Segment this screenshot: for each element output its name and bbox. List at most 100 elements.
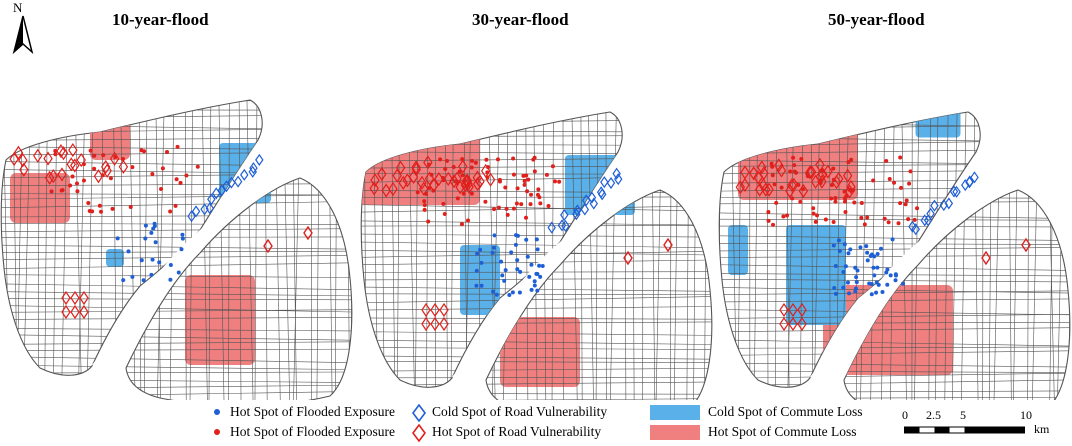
- blue-exposure-point: [180, 236, 185, 241]
- flood-maps: [0, 99, 1072, 400]
- red-road-diamond: [758, 178, 769, 193]
- red-road-diamond: [434, 172, 444, 187]
- red-exposure-point: [811, 211, 816, 216]
- red-exposure-point: [528, 202, 533, 207]
- red-exposure-point: [469, 165, 474, 170]
- blue-road-diamond: [970, 171, 979, 184]
- red-exposure-point: [68, 183, 73, 188]
- road: [1, 100, 352, 105]
- blue-exposure-point: [885, 267, 890, 272]
- red-exposure-point: [550, 164, 555, 169]
- red-road-diamond: [70, 304, 80, 320]
- road: [361, 381, 712, 386]
- blue-exposure-point: [149, 230, 154, 235]
- road: [129, 100, 136, 400]
- red-road-diamond: [797, 302, 807, 318]
- blue-exposure-point: [540, 264, 545, 269]
- red-road-diamond: [44, 170, 55, 185]
- blue-road-diamond: [939, 199, 949, 212]
- red-exposure-point: [415, 190, 420, 195]
- red-road-diamond: [439, 316, 449, 332]
- road: [52, 100, 58, 400]
- blue-exposure-point: [510, 290, 515, 295]
- red-exposure-point: [90, 209, 95, 214]
- road: [1, 356, 352, 364]
- red-exposure-point: [426, 219, 431, 224]
- road: [718, 100, 1072, 103]
- road: [201, 100, 208, 400]
- red-road-diamond: [787, 178, 797, 193]
- red-road-diamond: [761, 182, 771, 197]
- blue-road-diamond: [547, 221, 556, 234]
- commute-coldspot: [565, 155, 635, 215]
- blue-exposure-point: [878, 246, 883, 251]
- blue-exposure-point: [872, 273, 877, 278]
- red-road-diamond: [395, 160, 406, 175]
- blue-exposure-point: [864, 244, 869, 249]
- road: [450, 112, 454, 400]
- blue-road-diamond: [227, 176, 236, 189]
- road: [880, 112, 886, 400]
- blue-exposure-point: [474, 283, 479, 288]
- red-exposure-point: [525, 189, 530, 194]
- red-exposure-point: [538, 201, 543, 206]
- blue-exposure-point: [514, 233, 519, 238]
- red-road-diamond: [810, 174, 821, 189]
- commute-coldspot: [460, 245, 500, 315]
- commute-coldspot: [219, 143, 271, 203]
- road: [1, 309, 352, 313]
- red-exposure-point: [831, 166, 836, 171]
- red-road-diamond: [19, 162, 29, 177]
- road: [580, 112, 583, 400]
- blue-exposure-point: [537, 263, 542, 268]
- road: [719, 246, 1070, 252]
- road: [426, 112, 429, 400]
- blue-exposure-point: [126, 249, 131, 254]
- road: [156, 100, 165, 400]
- red-road-diamond: [472, 177, 483, 192]
- road: [719, 362, 1070, 368]
- red-exposure-point: [536, 187, 541, 192]
- blue-exposure-point: [143, 236, 148, 241]
- red-road-diamond: [61, 304, 71, 320]
- red-exposure-point: [483, 199, 488, 204]
- road: [605, 112, 607, 400]
- road: [1, 341, 352, 345]
- blue-exposure-point: [535, 247, 540, 252]
- blue-exposure-point: [845, 280, 850, 285]
- road: [60, 100, 69, 400]
- blue-road-diamond: [926, 207, 935, 220]
- blue-exposure-point: [494, 292, 499, 297]
- red-exposure-point: [184, 173, 189, 178]
- road: [155, 100, 162, 400]
- road: [859, 112, 868, 400]
- red-exposure-point: [859, 200, 864, 205]
- cold-commute-swatch: [650, 405, 700, 420]
- red-road-diamond: [798, 183, 809, 199]
- red-exposure-point: [843, 199, 848, 204]
- blue-exposure-point: [180, 232, 185, 237]
- red-exposure-point: [526, 177, 531, 182]
- road: [775, 112, 778, 400]
- red-exposure-point: [790, 196, 795, 201]
- blue-exposure-point: [872, 254, 877, 259]
- red-exposure-point: [887, 176, 892, 181]
- red-exposure-point: [444, 158, 449, 163]
- blue-exposure-point: [517, 290, 522, 295]
- road: [77, 100, 86, 400]
- red-exposure-point: [195, 164, 200, 169]
- red-road-diamond: [411, 160, 421, 175]
- red-exposure-point: [833, 195, 838, 200]
- blue-exposure-point: [848, 247, 853, 252]
- scale-bar: 0 2.5 5 10 km: [898, 408, 1068, 444]
- red-exposure-point: [915, 206, 920, 211]
- blue-exposure-point: [884, 270, 889, 275]
- road: [609, 112, 617, 400]
- red-exposure-point: [70, 174, 75, 179]
- river: [92, 153, 287, 372]
- red-exposure-point: [496, 205, 501, 210]
- road: [414, 112, 419, 400]
- red-road-diamond: [439, 302, 449, 318]
- red-exposure-point: [461, 191, 466, 196]
- blue-exposure-point: [139, 258, 144, 263]
